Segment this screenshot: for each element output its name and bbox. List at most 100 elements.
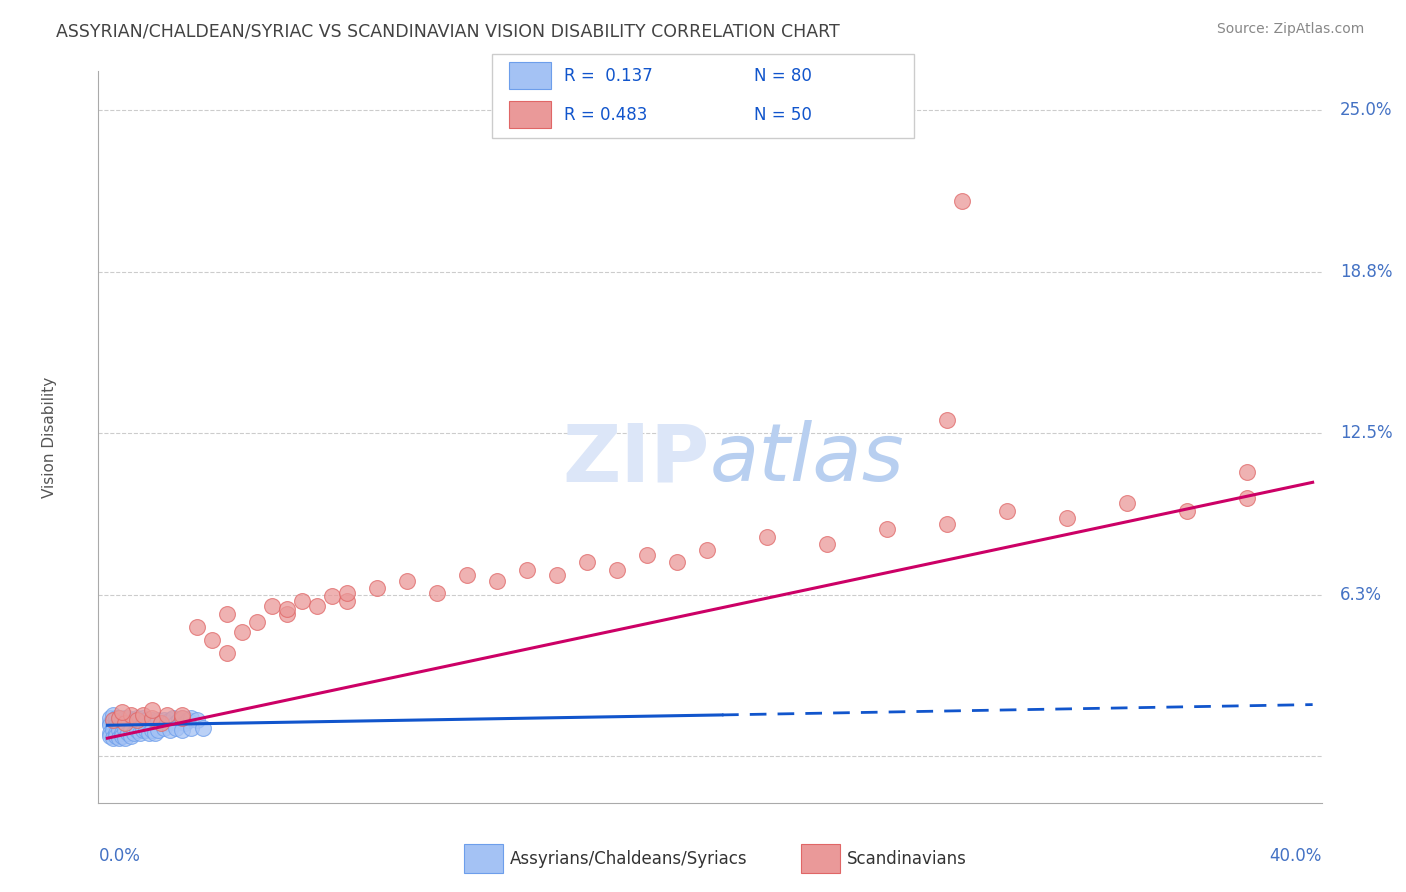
Point	[336, 586, 359, 600]
Point	[336, 594, 359, 608]
Point	[114, 715, 136, 730]
Point	[132, 715, 155, 730]
Point	[141, 703, 163, 717]
Point	[756, 530, 779, 544]
Point	[696, 542, 718, 557]
Text: Source: ZipAtlas.com: Source: ZipAtlas.com	[1216, 22, 1364, 37]
Bar	[464, 844, 503, 873]
Point	[100, 726, 122, 740]
Point	[114, 721, 136, 735]
Point	[172, 710, 194, 724]
Text: 12.5%: 12.5%	[1340, 425, 1392, 442]
Text: Scandinavians: Scandinavians	[846, 849, 967, 868]
Point	[666, 556, 689, 570]
Point	[141, 710, 163, 724]
Point	[156, 715, 179, 730]
Point	[156, 707, 179, 722]
Bar	[509, 62, 551, 89]
Point	[159, 713, 181, 727]
Text: ASSYRIAN/CHALDEAN/SYRIAC VS SCANDINAVIAN VISION DISABILITY CORRELATION CHART: ASSYRIAN/CHALDEAN/SYRIAC VS SCANDINAVIAN…	[56, 22, 839, 40]
Point	[217, 646, 239, 660]
Point	[456, 568, 478, 582]
Point	[117, 726, 139, 740]
Point	[262, 599, 284, 614]
Point	[120, 707, 142, 722]
Point	[486, 574, 509, 588]
Point	[129, 718, 152, 732]
Point	[108, 723, 131, 738]
Point	[145, 715, 167, 730]
Point	[291, 594, 314, 608]
Text: ZIP: ZIP	[562, 420, 710, 498]
Point	[108, 710, 131, 724]
Point	[111, 706, 134, 720]
Point	[935, 413, 957, 427]
Point	[186, 620, 208, 634]
Point	[120, 729, 142, 743]
Point	[117, 710, 139, 724]
Point	[606, 563, 628, 577]
Point	[193, 721, 215, 735]
Text: 25.0%: 25.0%	[1340, 101, 1392, 120]
Point	[153, 713, 176, 727]
Point	[1175, 504, 1198, 518]
Point	[1115, 496, 1137, 510]
Point	[111, 715, 134, 730]
Point	[105, 718, 128, 732]
Point	[177, 713, 200, 727]
Point	[995, 504, 1018, 518]
Point	[150, 715, 173, 730]
Point	[1236, 465, 1258, 479]
Point	[129, 726, 152, 740]
Point	[141, 713, 163, 727]
Point	[546, 568, 568, 582]
Point	[135, 713, 157, 727]
Point	[100, 729, 122, 743]
Point	[217, 607, 239, 621]
Point	[1236, 491, 1258, 505]
Point	[138, 726, 160, 740]
Point	[120, 723, 142, 738]
Point	[145, 726, 167, 740]
Point	[100, 715, 122, 730]
Text: 18.8%: 18.8%	[1340, 262, 1392, 281]
Text: N = 80: N = 80	[754, 67, 811, 85]
Point	[276, 602, 298, 616]
Point	[276, 607, 298, 621]
Text: 40.0%: 40.0%	[1270, 847, 1322, 864]
Point	[108, 710, 131, 724]
Point	[127, 715, 149, 730]
Point	[321, 589, 343, 603]
Point	[201, 632, 224, 647]
Point	[135, 723, 157, 738]
Point	[105, 726, 128, 740]
Point	[246, 615, 269, 629]
Point	[114, 715, 136, 730]
Text: R =  0.137: R = 0.137	[564, 67, 652, 85]
Text: 6.3%: 6.3%	[1340, 586, 1382, 604]
Point	[132, 707, 155, 722]
Point	[120, 721, 142, 735]
Point	[426, 586, 449, 600]
Point	[114, 710, 136, 724]
Point	[117, 713, 139, 727]
Text: 0.0%: 0.0%	[98, 847, 141, 864]
Point	[132, 710, 155, 724]
Point	[180, 710, 202, 724]
Point	[124, 718, 146, 732]
Point	[172, 723, 194, 738]
Point	[186, 713, 208, 727]
Point	[129, 713, 152, 727]
Point	[103, 721, 125, 735]
Point	[950, 194, 973, 208]
Point	[111, 721, 134, 735]
Point	[180, 721, 202, 735]
Point	[114, 731, 136, 746]
Point	[174, 715, 197, 730]
Point	[111, 713, 134, 727]
Point	[108, 731, 131, 746]
Point	[103, 731, 125, 746]
Point	[162, 710, 184, 724]
Point	[100, 710, 122, 724]
Point	[159, 723, 181, 738]
